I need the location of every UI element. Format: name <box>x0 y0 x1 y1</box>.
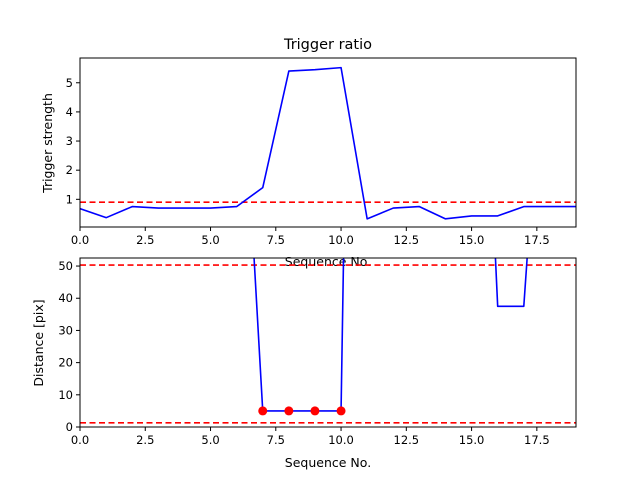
trigger-x-tick-label-1: 2.5 <box>136 233 154 247</box>
distance-x-tick-label-2: 5.0 <box>201 433 219 447</box>
trigger-series-line-0-0 <box>80 66 576 220</box>
chart-title: Trigger ratio <box>283 37 372 53</box>
distance-data-layer <box>80 258 576 424</box>
distance-x-axis-label: Sequence No. <box>285 455 371 470</box>
distance-x-tick-label-1: 2.5 <box>136 433 154 447</box>
distance-y-tick-label-1: 10 <box>58 388 73 402</box>
distance-x-tick-label-6: 15.0 <box>459 433 485 447</box>
trigger-y-tick-label-3: 4 <box>66 105 73 119</box>
distance-y-tick-label-0: 0 <box>66 420 73 434</box>
distance-marker-2 <box>310 406 320 416</box>
distance-plot-area: 0.0 2.5 5.0 7.5 10.0 12.5 15.0 17.5 0 10 20 30 40 50 <box>58 257 577 447</box>
distance-series-line-0-0 <box>253 258 345 412</box>
distance-x-tick-label-4: 10.0 <box>328 433 354 447</box>
trigger-plot-area: 0.0 2.5 5.0 7.5 10.0 12.5 15.0 17.5 1 2 3 4 5 <box>66 57 577 247</box>
trigger-y-tick-label-4: 5 <box>66 76 73 90</box>
trigger-axes-frame <box>79 57 577 228</box>
distance-x-tick-label-3: 7.5 <box>267 433 285 447</box>
trigger-x-tick-label-0: 0.0 <box>71 233 89 247</box>
distance-y-tick-label-2: 20 <box>58 356 73 370</box>
distance-marker-0 <box>258 406 268 416</box>
distance-panel: 0.0 2.5 5.0 7.5 10.0 12.5 15.0 17.501020304050 … <box>31 257 577 470</box>
trigger-x-axis-label: Sequence No. <box>285 254 371 269</box>
distance-axes-frame <box>79 257 577 428</box>
trigger-x-tick-label-7: 17.5 <box>524 233 550 247</box>
distance-x-tick-label-0: 0.0 <box>71 433 89 447</box>
distance-y-tick-label-3: 30 <box>58 323 73 337</box>
trigger-x-tick-label-4: 10.0 <box>328 233 354 247</box>
distance-marker-3 <box>336 406 346 416</box>
trigger-x-tick-label-6: 15.0 <box>459 233 485 247</box>
trigger-y-axis-label: Trigger strength <box>40 93 55 194</box>
distance-x-tick-label-5: 12.5 <box>394 433 420 447</box>
trigger-ratio-panel: Trigger ratio 0.0 2.5 5.0 7.5 10.0 12.5 15.0 17… <box>40 37 577 269</box>
trigger-y-tick-label-1: 2 <box>66 163 73 177</box>
trigger-x-tick-label-3: 7.5 <box>267 233 285 247</box>
trigger-y-tick-label-2: 3 <box>66 134 73 148</box>
distance-x-tick-label-7: 17.5 <box>524 433 550 447</box>
distance-y-tick-label-4: 40 <box>58 291 73 305</box>
trigger-data-layer <box>80 66 576 220</box>
trigger-y-tick-label-0: 1 <box>66 192 73 206</box>
distance-y-axis-label: Distance [pix] <box>31 299 46 386</box>
distance-series-line-0-1 <box>494 258 528 308</box>
distance-marker-1 <box>284 406 294 416</box>
trigger-x-tick-label-5: 12.5 <box>394 233 420 247</box>
distance-y-tick-label-5: 50 <box>58 259 73 273</box>
trigger-x-tick-label-2: 5.0 <box>201 233 219 247</box>
